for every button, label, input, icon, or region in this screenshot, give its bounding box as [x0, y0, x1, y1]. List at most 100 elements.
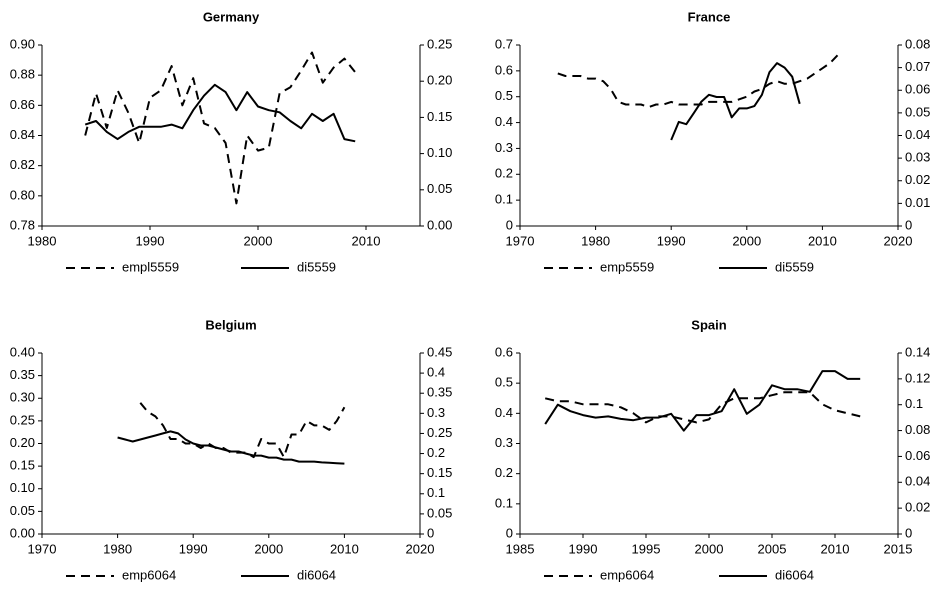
x-tick-label: 1980 — [103, 541, 132, 556]
x-tick-label: 2020 — [884, 233, 913, 248]
x-tick-label: 2020 — [406, 541, 435, 556]
data-line — [544, 370, 861, 432]
chart-title: France — [688, 9, 731, 24]
data-line — [139, 402, 346, 459]
y2-tick-label: 0.05 — [427, 505, 452, 520]
y2-tick-label: 0.02 — [905, 172, 930, 187]
y-tick-label: 0.05 — [10, 503, 35, 518]
y-tick-label: 0 — [506, 217, 513, 232]
x-tick-label: 2010 — [808, 233, 837, 248]
y-tick-label: 0.3 — [495, 140, 513, 155]
y-tick-label: 0.2 — [495, 166, 513, 181]
x-tick-label: 2000 — [732, 233, 761, 248]
legend-label: di6064 — [775, 567, 814, 582]
y-tick-label: 0.25 — [10, 412, 35, 427]
legend-label: di5559 — [297, 259, 336, 274]
data-line — [544, 391, 861, 424]
x-tick-label: 1990 — [657, 233, 686, 248]
y2-tick-label: 0.14 — [905, 344, 930, 359]
y-tick-label: 0.6 — [495, 62, 513, 77]
y-tick-label: 0.80 — [10, 187, 35, 202]
y-tick-label: 0.4 — [495, 405, 513, 420]
y2-tick-label: 0.06 — [905, 82, 930, 97]
y2-tick-label: 0 — [905, 217, 912, 232]
chart-title: Spain — [691, 317, 726, 332]
y-tick-label: 0.40 — [10, 344, 35, 359]
y-tick-label: 0.2 — [495, 465, 513, 480]
y-tick-label: 0.6 — [495, 344, 513, 359]
x-tick-label: 2005 — [758, 541, 787, 556]
x-tick-label: 1980 — [581, 233, 610, 248]
y2-tick-label: 0 — [427, 525, 434, 540]
chart-title: Germany — [203, 9, 260, 24]
y2-tick-label: 0.1 — [427, 485, 445, 500]
y2-tick-label: 0.4 — [427, 365, 445, 380]
y2-tick-label: 0.2 — [427, 445, 445, 460]
y-tick-label: 0.82 — [10, 157, 35, 172]
y2-tick-label: 0.35 — [427, 385, 452, 400]
x-tick-label: 1980 — [28, 233, 57, 248]
y2-tick-label: 0.15 — [427, 465, 452, 480]
y2-tick-label: 0.05 — [427, 181, 452, 196]
y2-tick-label: 0.02 — [905, 500, 930, 515]
x-tick-label: 1970 — [28, 541, 57, 556]
y2-tick-label: 0.03 — [905, 150, 930, 165]
y-tick-label: 0.3 — [495, 435, 513, 450]
y2-tick-label: 0.04 — [905, 127, 930, 142]
y-tick-label: 0.88 — [10, 67, 35, 82]
y2-tick-label: 0.3 — [427, 405, 445, 420]
y2-tick-label: 0.07 — [905, 59, 930, 74]
y-tick-label: 0.00 — [10, 525, 35, 540]
data-line — [117, 430, 345, 465]
y-tick-label: 0.5 — [495, 375, 513, 390]
y-tick-label: 0.15 — [10, 458, 35, 473]
legend-label: emp6064 — [600, 567, 654, 582]
data-line — [557, 54, 839, 109]
y2-tick-label: 0.10 — [427, 145, 452, 160]
y-tick-label: 0 — [506, 525, 513, 540]
y-tick-label: 0.78 — [10, 217, 35, 232]
data-line — [670, 62, 801, 141]
y2-tick-label: 0.20 — [427, 73, 452, 88]
chart-title: Belgium — [205, 317, 256, 332]
y-tick-label: 0.84 — [10, 127, 35, 142]
data-line — [84, 51, 356, 205]
x-tick-label: 2010 — [330, 541, 359, 556]
x-tick-label: 2010 — [821, 541, 850, 556]
y2-tick-label: 0.12 — [905, 370, 930, 385]
y-tick-label: 0.35 — [10, 367, 35, 382]
y-tick-label: 0.5 — [495, 88, 513, 103]
x-tick-label: 2000 — [254, 541, 283, 556]
x-tick-label: 2000 — [244, 233, 273, 248]
x-tick-label: 1970 — [506, 233, 535, 248]
y2-tick-label: 0.08 — [905, 422, 930, 437]
x-tick-label: 1990 — [136, 233, 165, 248]
x-tick-label: 1985 — [506, 541, 535, 556]
legend-label: empl5559 — [122, 259, 179, 274]
x-tick-label: 1995 — [632, 541, 661, 556]
y2-tick-label: 0.08 — [905, 36, 930, 51]
y-tick-label: 0.30 — [10, 390, 35, 405]
y-tick-label: 0.4 — [495, 114, 513, 129]
y-tick-label: 0.20 — [10, 435, 35, 450]
y-tick-label: 0.1 — [495, 192, 513, 207]
legend-label: di5559 — [775, 259, 814, 274]
legend-label: emp5559 — [600, 259, 654, 274]
x-tick-label: 1990 — [569, 541, 598, 556]
y-tick-label: 0.1 — [495, 495, 513, 510]
x-tick-label: 2000 — [695, 541, 724, 556]
y-tick-label: 0.10 — [10, 480, 35, 495]
y2-tick-label: 0.45 — [427, 344, 452, 359]
y2-tick-label: 0 — [905, 525, 912, 540]
x-tick-label: 2015 — [884, 541, 913, 556]
y2-tick-label: 0.1 — [905, 396, 923, 411]
y-tick-label: 0.7 — [495, 36, 513, 51]
y-tick-label: 0.90 — [10, 36, 35, 51]
x-tick-label: 1990 — [179, 541, 208, 556]
y2-tick-label: 0.15 — [427, 109, 452, 124]
data-line — [84, 83, 356, 143]
y2-tick-label: 0.25 — [427, 36, 452, 51]
y2-tick-label: 0.06 — [905, 448, 930, 463]
y2-tick-label: 0.25 — [427, 425, 452, 440]
